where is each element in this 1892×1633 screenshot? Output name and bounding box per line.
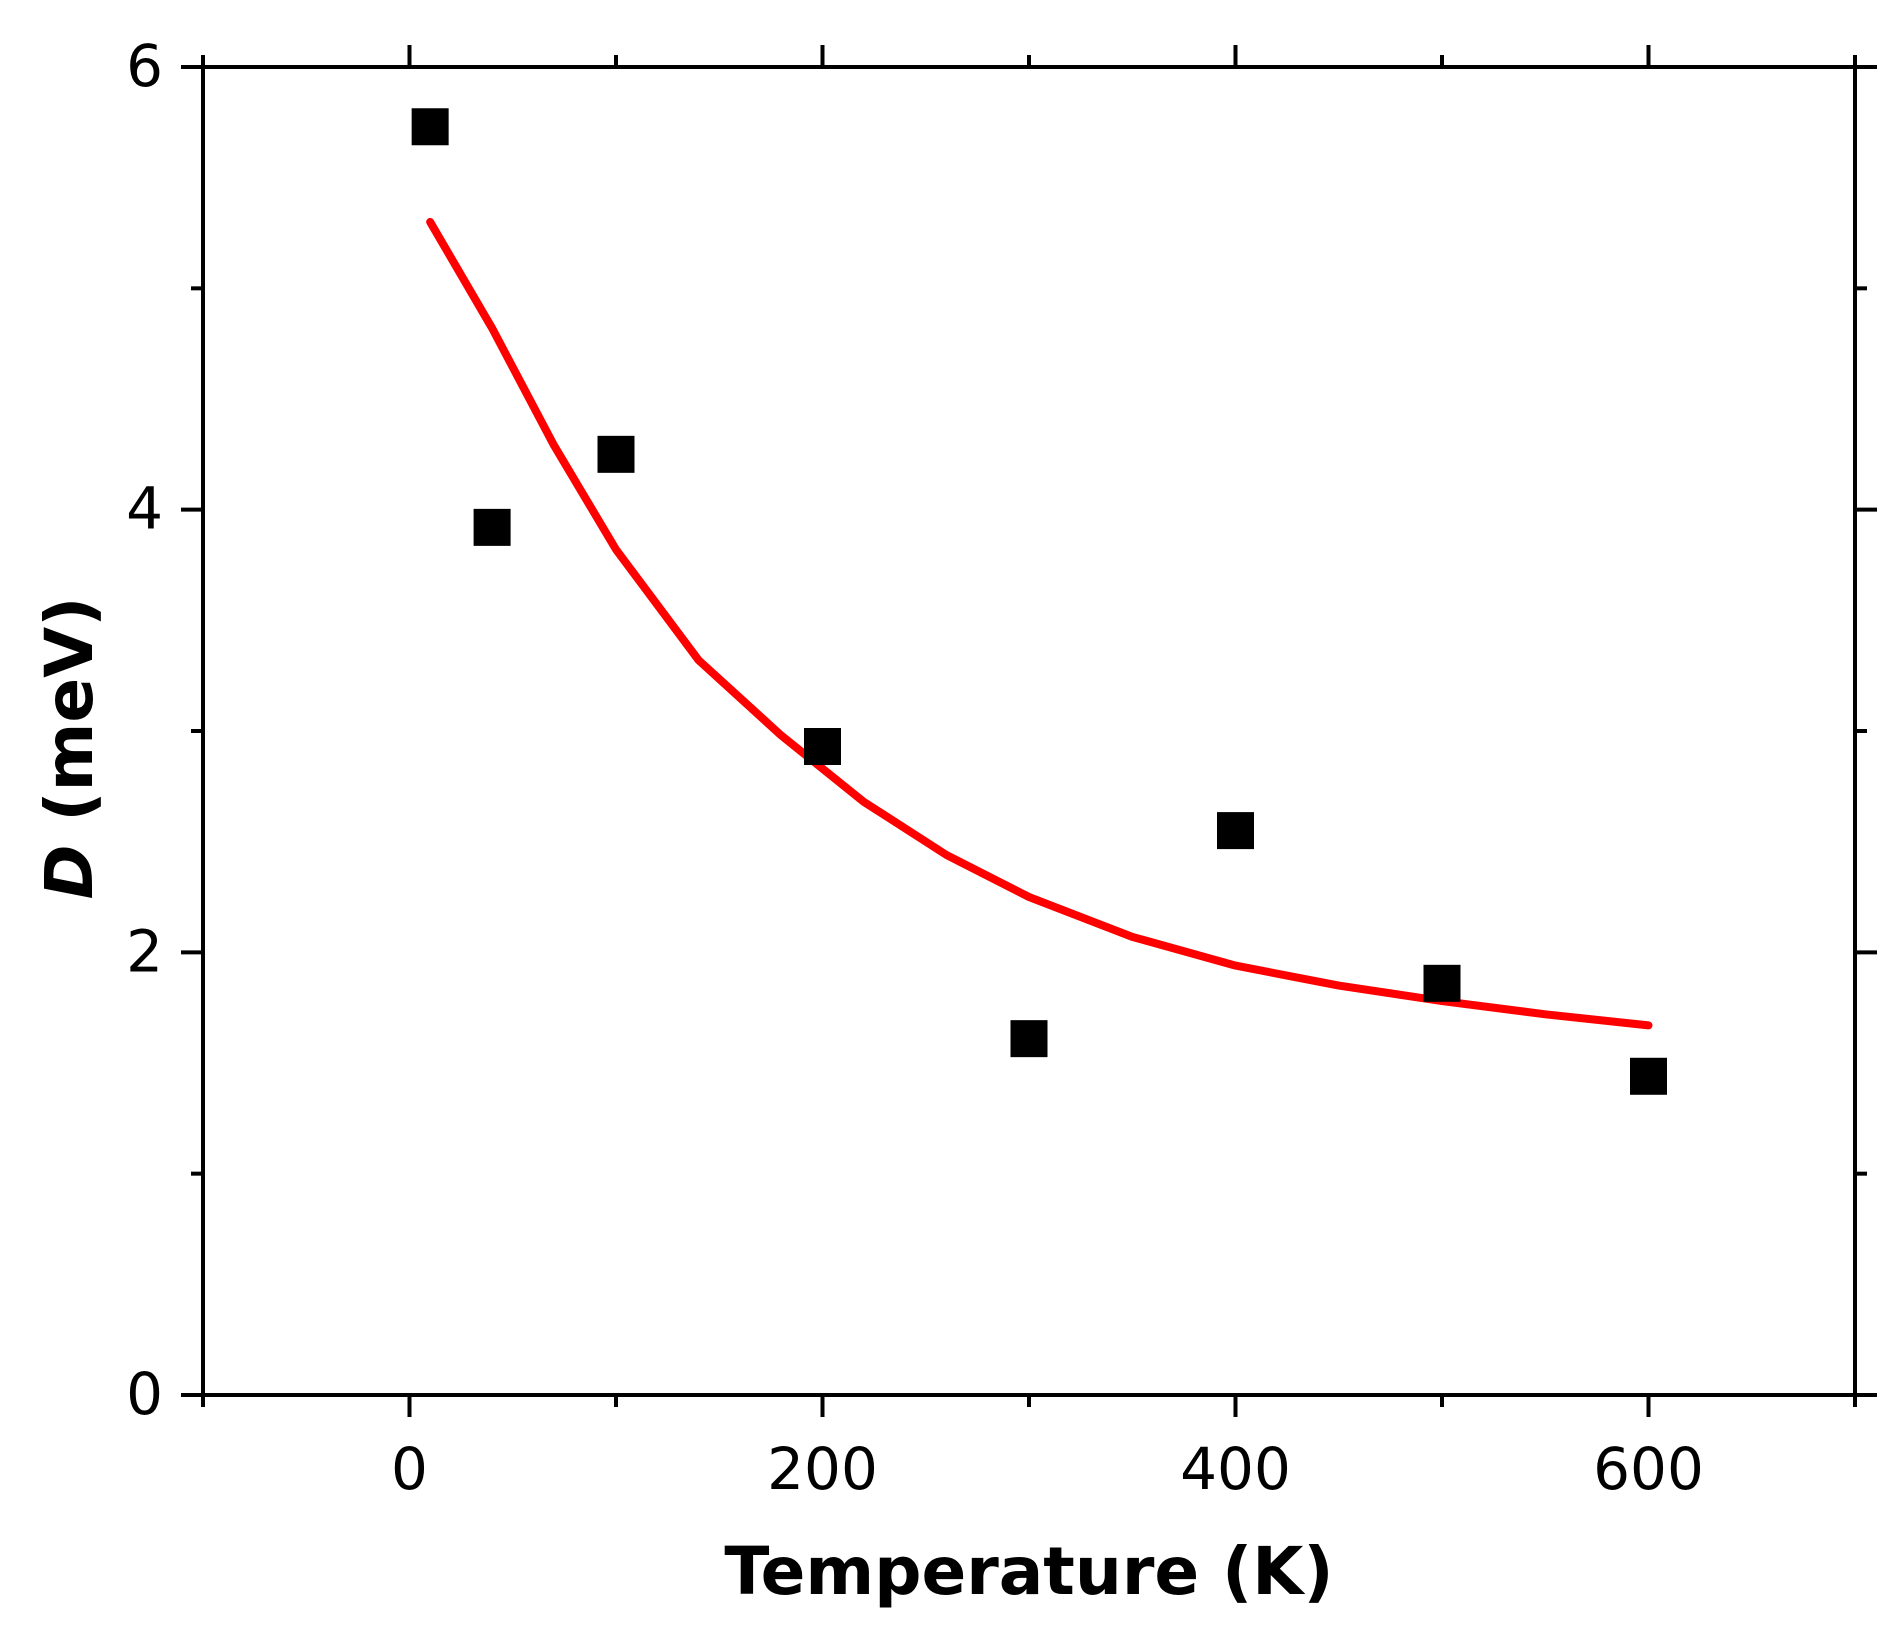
y-axis-unit: (meV)	[31, 597, 108, 822]
y-axis-ticks: 0 2 4 6	[126, 32, 1877, 1428]
fit-curve	[426, 217, 1653, 1030]
y-tick-label: 0	[126, 1360, 163, 1428]
y-tick-label: 2	[126, 917, 163, 985]
y-axis-symbol: D	[31, 845, 108, 900]
y-axis-title: D (meV)	[31, 597, 108, 900]
data-point	[1010, 1020, 1048, 1058]
data-point	[473, 508, 511, 546]
fit-curve-layer	[426, 217, 1653, 1030]
x-tick-label: 0	[391, 1435, 428, 1503]
x-tick-label: 600	[1593, 1435, 1704, 1503]
x-tick-label: 200	[767, 1435, 878, 1503]
data-point	[1423, 964, 1461, 1002]
data-point	[597, 435, 635, 473]
data-point	[1217, 812, 1254, 850]
data-point	[1630, 1057, 1667, 1095]
x-axis-ticks: 0 200 400 600	[201, 45, 1857, 1503]
data-point	[804, 727, 841, 765]
x-axis-title: Temperature (K)	[724, 1533, 1333, 1610]
data-point	[411, 108, 449, 146]
y-tick-label: 6	[126, 32, 163, 100]
plot-border	[201, 65, 1857, 1397]
y-tick-label: 4	[126, 475, 163, 543]
data-points-layer	[411, 108, 1667, 1095]
plot-frame	[201, 65, 1857, 1397]
x-tick-label: 400	[1180, 1435, 1291, 1503]
